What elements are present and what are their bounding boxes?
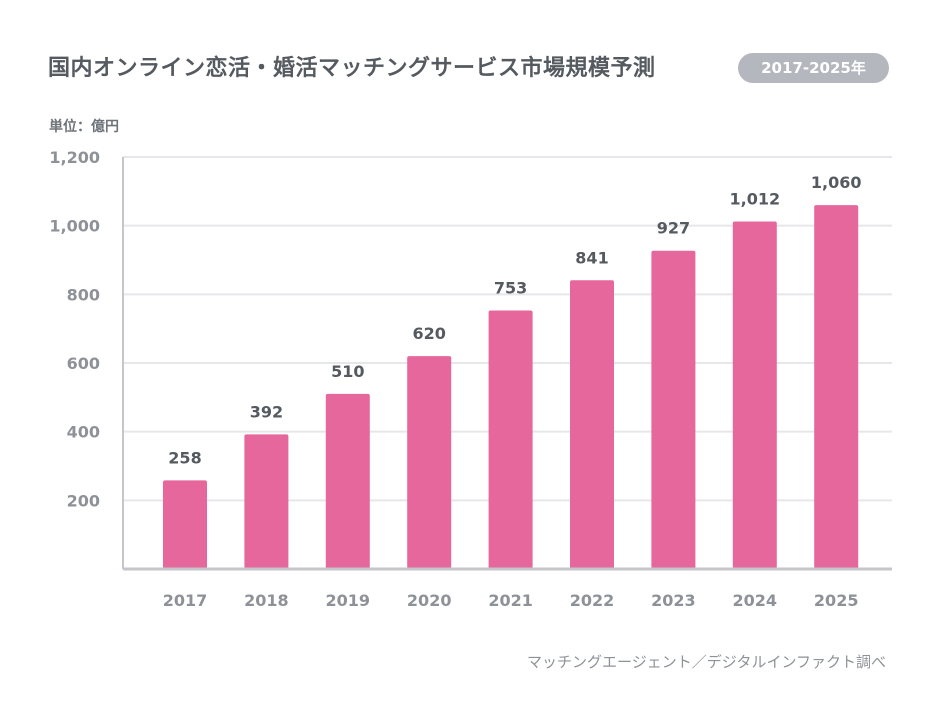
x-tick-label: 2022	[570, 591, 615, 610]
x-tick-label: 2019	[326, 591, 371, 610]
chart-title: 国内オンライン恋活・婚活マッチングサービス市場規模予測	[48, 56, 656, 81]
x-tick-label: 2025	[814, 591, 859, 610]
y-tick-label: 800	[67, 285, 100, 304]
unit-label: 単位：億円	[49, 119, 119, 135]
data-label: 927	[657, 219, 690, 238]
y-tick-label: 1,200	[49, 148, 100, 167]
x-tick-label: 2021	[488, 591, 533, 610]
source-note: マッチングエージェント／デジタルインファクト調べ	[527, 653, 886, 671]
data-label: 510	[331, 362, 364, 381]
bar	[407, 356, 452, 569]
data-label: 753	[494, 278, 527, 297]
bar	[651, 250, 696, 570]
bar	[488, 310, 533, 569]
bar	[244, 434, 289, 569]
x-tick-label: 2023	[651, 591, 696, 610]
x-tick-label: 2018	[244, 591, 289, 610]
bar	[814, 205, 859, 570]
data-label: 620	[412, 324, 445, 343]
bar	[325, 393, 370, 569]
y-tick-label: 1,000	[49, 217, 100, 236]
data-label: 1,060	[811, 173, 862, 192]
data-label: 841	[575, 248, 608, 267]
bar	[732, 221, 777, 569]
x-tick-label: 2020	[407, 591, 452, 610]
y-tick-label: 600	[67, 354, 100, 373]
data-label: 258	[168, 448, 201, 467]
x-tick-label: 2024	[733, 591, 778, 610]
y-tick-label: 200	[67, 491, 100, 510]
x-tick-label: 2017	[163, 591, 208, 610]
bar	[570, 280, 614, 569]
y-tick-label: 400	[67, 423, 100, 442]
bar	[163, 480, 207, 569]
data-label: 1,012	[729, 190, 780, 209]
data-label: 392	[250, 402, 283, 421]
period-badge: 2017-2025年	[738, 53, 889, 83]
